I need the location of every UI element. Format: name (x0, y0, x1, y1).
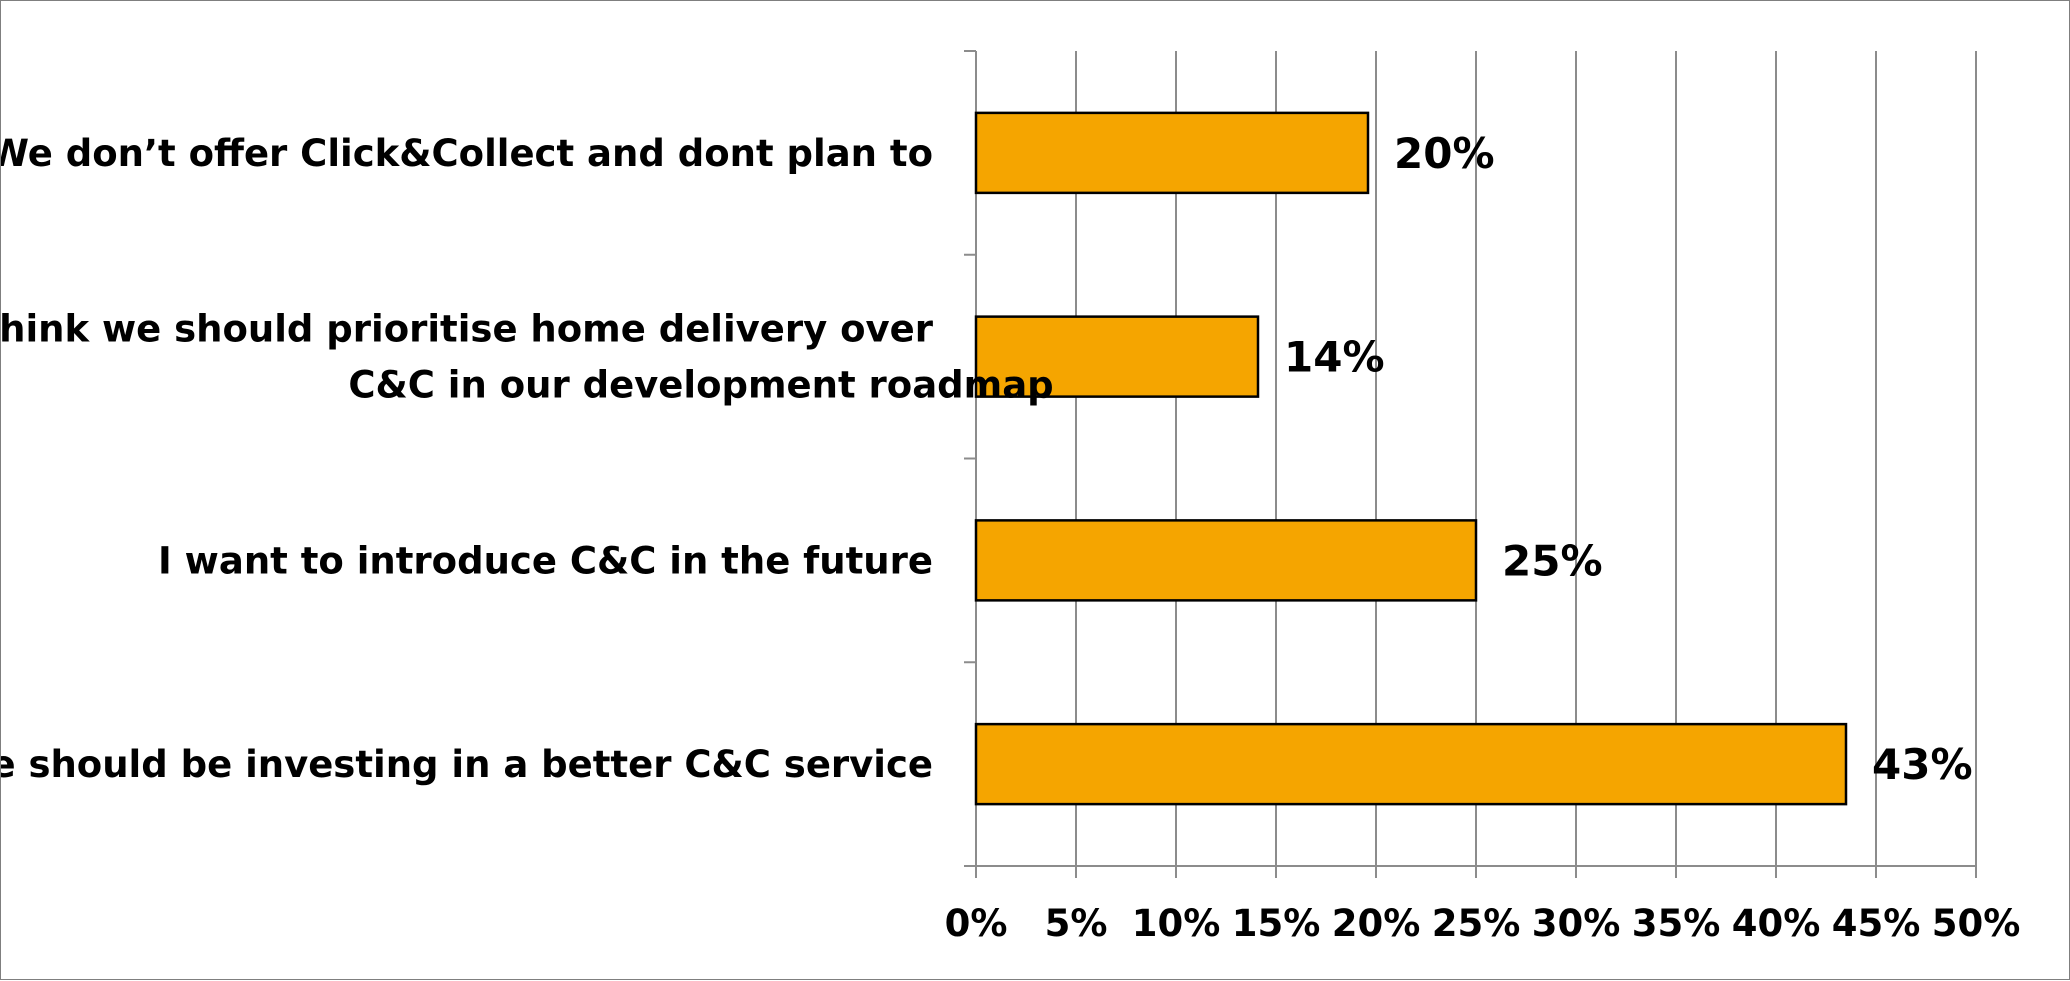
x-tick-label: 45% (1832, 902, 1921, 945)
x-tick-label: 15% (1232, 902, 1321, 945)
x-tick-label: 50% (1932, 902, 2021, 945)
category-label: I think we should prioritise home delive… (1, 308, 934, 351)
bar (974, 722, 1848, 806)
category-label: I want to introduce C&C in the future (158, 539, 933, 582)
data-label: 14% (1284, 333, 1385, 382)
data-label: 43% (1872, 740, 1973, 789)
data-label: 25% (1502, 536, 1603, 585)
bar (974, 519, 1478, 602)
data-label: 20% (1394, 129, 1495, 178)
x-tick-label: 10% (1132, 902, 1221, 945)
x-tick-label: 20% (1332, 902, 1421, 945)
category-label: We should be investing in a better C&C s… (1, 743, 933, 786)
category-label: We don’t offer Click&Collect and dont pl… (1, 132, 933, 175)
x-tick-label: 0% (945, 902, 1008, 945)
labels: 0% 5% 10% 15% 20% 25% 30% 35% 40% 45% 50% 20% We don… (1, 129, 2020, 945)
x-tick-label: 25% (1432, 902, 1521, 945)
bars (974, 111, 1848, 806)
x-tick-label: 40% (1732, 902, 1821, 945)
x-tick-label: 5% (1045, 902, 1108, 945)
x-tick-label: 30% (1532, 902, 1621, 945)
bar (974, 111, 1370, 195)
bar (974, 315, 1260, 398)
x-tick-label: 35% (1632, 902, 1721, 945)
category-label: C&C in our development roadmap (348, 364, 1053, 407)
